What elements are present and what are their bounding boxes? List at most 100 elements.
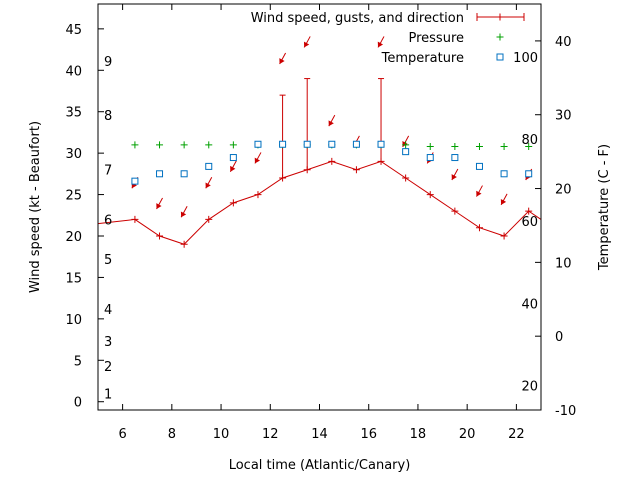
x-tick-label: 18 [410,427,427,442]
y-left-tick-label: 40 [65,64,82,79]
fahrenheit-label: 20 [521,380,538,395]
wind-direction-arrowhead [476,190,482,197]
temperature-point [229,154,237,162]
wind-speed-point [500,232,508,240]
y-right-tick-label: -10 [555,404,576,419]
pressure-point [131,141,139,149]
y-right-tick-label: 20 [555,183,572,198]
beaufort-label: 8 [104,109,112,124]
x-tick-label: 20 [459,427,476,442]
tick-marks [98,4,541,411]
wind-speed-point [475,224,483,232]
temperature-point [131,177,139,185]
beaufort-label: 6 [104,213,112,228]
fahrenheit-label: 80 [521,133,538,148]
wind-speed-point [426,191,434,199]
fahrenheit-label: 40 [521,298,538,313]
temperature-point [451,154,459,162]
wind-direction-arrowhead [156,203,162,209]
x-tick-label: 8 [168,427,176,442]
temperature-point [303,140,311,148]
y-left-tick-label: 5 [74,354,82,369]
temperature-point [525,170,533,178]
pressure-point [475,143,483,151]
pressure-point [180,141,188,149]
wind-speed-point [205,215,213,223]
wind-speed-point [156,232,164,240]
beaufort-label: 2 [104,360,112,375]
pressure-point [500,143,508,151]
wind-speed-point [352,166,360,174]
beaufort-label: 4 [104,303,112,318]
temperature-point [254,140,262,148]
x-tick-label: 14 [311,427,328,442]
legend-swatch-wind-point [496,13,504,21]
y-left-tick-label: 30 [65,147,82,162]
wind-direction-arrowhead [180,211,187,218]
pressure-point [205,141,213,149]
tick-labels: 6 8 10 12 14 16 18 20 22051015202530354045-10010… [65,23,576,442]
temperature-point [352,140,360,148]
x-tick-label: 22 [508,427,525,442]
wind-speed-point [229,199,237,207]
x-tick-label: 16 [360,427,377,442]
beaufort-label: 9 [104,55,112,70]
legend-label: Wind speed, gusts, and direction [251,11,464,26]
pressure-point [156,141,164,149]
y-left-tick-label: 45 [65,23,82,38]
beaufort-label: 7 [104,164,112,179]
pressure-point [426,143,434,151]
y-left-axis-label: Wind speed (kt - Beaufort) [28,121,43,293]
wind-speed-point [451,207,459,215]
wind-direction-arrowhead [328,120,334,127]
legend-swatch-pressure [496,33,504,41]
y-right-tick-label: 10 [555,256,572,271]
temperature-point [426,154,434,162]
x-tick-label: 10 [213,427,230,442]
x-tick-label: 12 [262,427,279,442]
legend-label: Pressure [408,31,464,46]
x-axis-label: Local time (Atlantic/Canary) [229,458,411,473]
wind-direction-arrowhead [205,182,211,189]
y-left-tick-label: 25 [65,189,82,204]
y-left-tick-label: 20 [65,230,82,245]
temperature-point [205,162,213,170]
wind-direction-arrowhead [254,157,261,164]
x-tick-label: 6 [118,427,126,442]
fahrenheit-label: 60 [521,215,538,230]
temperature-point [279,140,287,148]
temperature-point [475,162,483,170]
legend: Wind speed, gusts, and direction Pressure… [251,11,525,66]
y-left-tick-label: 35 [65,106,82,121]
beaufort-label: 5 [104,253,112,268]
legend-label: Temperature [381,51,464,66]
legend-swatch-temperature [496,53,504,61]
wind-direction-arrowhead [303,41,310,48]
temperature-point [377,140,385,148]
wind-direction-arrowhead [402,141,408,147]
pressure-point [451,143,459,151]
beaufort-label: 3 [104,335,112,350]
temperature-point [156,170,164,178]
temperature-point [328,140,336,148]
y-right-tick-label: 40 [555,35,572,50]
beaufort-label: 1 [104,387,112,402]
wind-speed-line [97,160,542,245]
pressure-point [229,141,237,149]
wind-speed-point [402,174,410,182]
y-left-tick-label: 0 [74,396,82,411]
wind-speed-point [328,157,336,165]
temperature-point [402,148,410,156]
y-left-tick-label: 10 [65,313,82,328]
wind-direction-arrowhead [230,165,236,172]
wind-speed-point [131,215,139,223]
plot-content [97,36,542,248]
y-right-axis-label: Temperature (C - F) [597,144,612,271]
y-left-tick-label: 15 [65,271,82,286]
temperature-point [180,170,188,178]
wind-speed-point [180,240,188,248]
y-right-tick-label: 30 [555,109,572,124]
wind-direction-arrowhead [377,41,384,48]
secondary-unit-labels: 1 2 3 4 5 6 7 8 9 20 40 60 80 100 [104,51,538,402]
